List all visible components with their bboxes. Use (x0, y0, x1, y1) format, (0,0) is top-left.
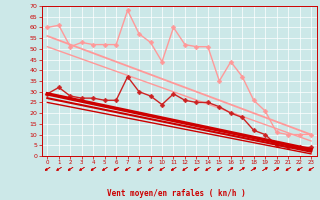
Text: Vent moyen/en rafales ( kn/h ): Vent moyen/en rafales ( kn/h ) (107, 189, 245, 198)
